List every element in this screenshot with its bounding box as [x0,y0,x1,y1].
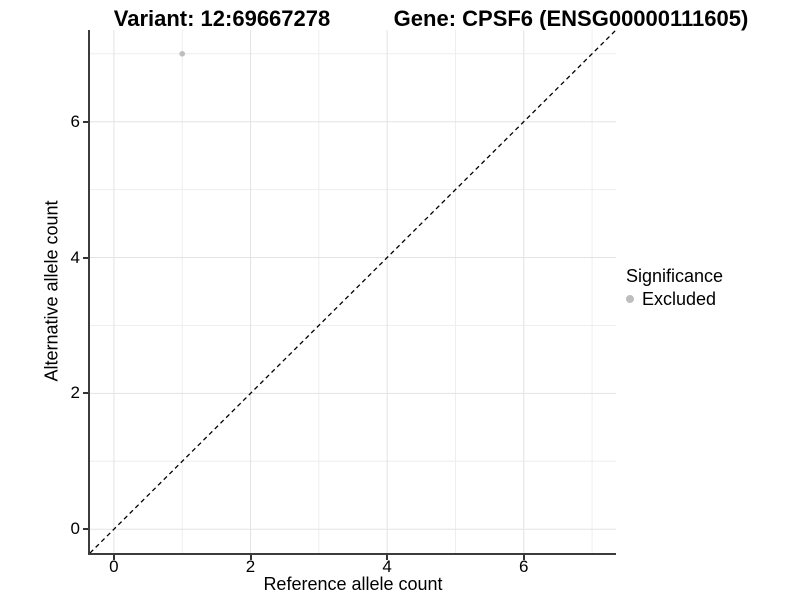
x-tick-label: 0 [109,557,119,576]
y-tick-mark [83,392,88,395]
y-axis-label: Alternative allele count [41,200,62,382]
legend: Significance Excluded [626,266,723,309]
excluded-point-icon [626,295,634,303]
legend-item-label: Excluded [642,289,717,309]
y-tick-mark [83,120,88,123]
y-tick-label: 2 [70,383,80,403]
plot-title-gene: Gene: CPSF6 (ENSG00000111605) [393,6,749,31]
x-tick-label: 6 [519,557,529,576]
x-tick-mark [112,555,115,560]
plot-panel [88,30,616,555]
x-axis-label: Reference allele count [263,574,443,594]
y-tick-mark [83,528,88,531]
y-tick-mark [83,256,88,259]
y-tick-label: 6 [70,111,80,131]
x-tick-mark [386,555,389,560]
x-tick-label: 2 [245,557,256,576]
legend-item-excluded: Excluded [626,289,723,309]
y-tick-label: 4 [70,247,80,267]
plot-title-variant: Variant: 12:69667278 [113,6,331,31]
x-tick-label: 4 [382,557,392,576]
scatter-plot-canvas [90,30,616,553]
y-tick-label: 0 [70,519,80,539]
x-tick-mark [522,555,525,560]
data-point [179,50,186,57]
x-tick-mark [249,555,252,560]
legend-title: Significance [626,266,724,286]
